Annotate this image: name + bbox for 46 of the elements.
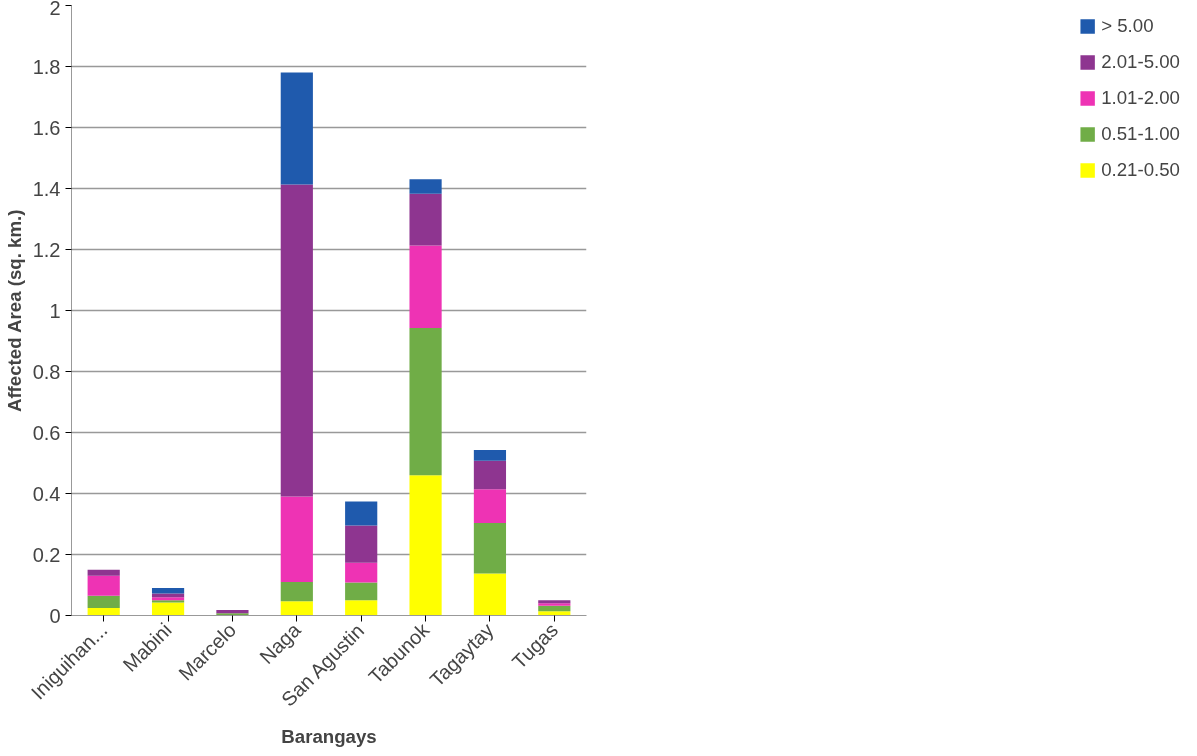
bar (409, 179, 442, 194)
bar (87, 569, 120, 576)
bar (409, 475, 442, 616)
bar (87, 575, 120, 596)
bar (280, 601, 313, 616)
y-tick-label: 0 (49, 604, 61, 627)
y-tick-label: 1.6 (32, 116, 61, 139)
y-tick-label: 1.4 (32, 177, 61, 200)
bar (473, 523, 507, 574)
bar (538, 605, 571, 612)
y-axis-title: Affected Area (sq. km.) (3, 209, 25, 413)
x-axis-title: Barangays (281, 726, 377, 748)
bar (538, 611, 571, 616)
legend-label: 1.01-2.00 (1101, 87, 1180, 109)
bar (473, 489, 507, 524)
bar (409, 327, 442, 476)
bar (473, 460, 507, 490)
y-tick-label: 0.8 (32, 360, 61, 383)
y-tick-label: 0.4 (32, 482, 61, 505)
bar (87, 595, 120, 608)
bar (280, 72, 313, 185)
bar (345, 501, 378, 526)
bar (409, 193, 442, 246)
bar (473, 573, 507, 616)
y-tick-label: 0.6 (32, 421, 61, 444)
bar (151, 602, 185, 616)
bar (345, 582, 378, 601)
bar (280, 184, 313, 497)
legend-label: 0.51-1.00 (1101, 123, 1180, 145)
bar (409, 245, 442, 328)
y-tick-label: 1 (49, 299, 61, 322)
bar (345, 562, 378, 583)
y-tick-label: 1.2 (32, 238, 61, 261)
y-tick-label: 0.2 (32, 543, 61, 566)
y-tick-label: 2 (49, 0, 61, 19)
y-tick-label: 1.8 (32, 55, 61, 78)
bar (345, 525, 378, 563)
bar (473, 449, 507, 461)
legend-label: 2.01-5.00 (1101, 51, 1180, 73)
bar (280, 496, 313, 582)
legend-label: > 5.00 (1101, 15, 1154, 37)
legend-label: 0.21-0.50 (1101, 159, 1180, 181)
bar (345, 600, 378, 616)
bar (87, 607, 120, 616)
bar (280, 581, 313, 602)
bar (151, 588, 185, 594)
